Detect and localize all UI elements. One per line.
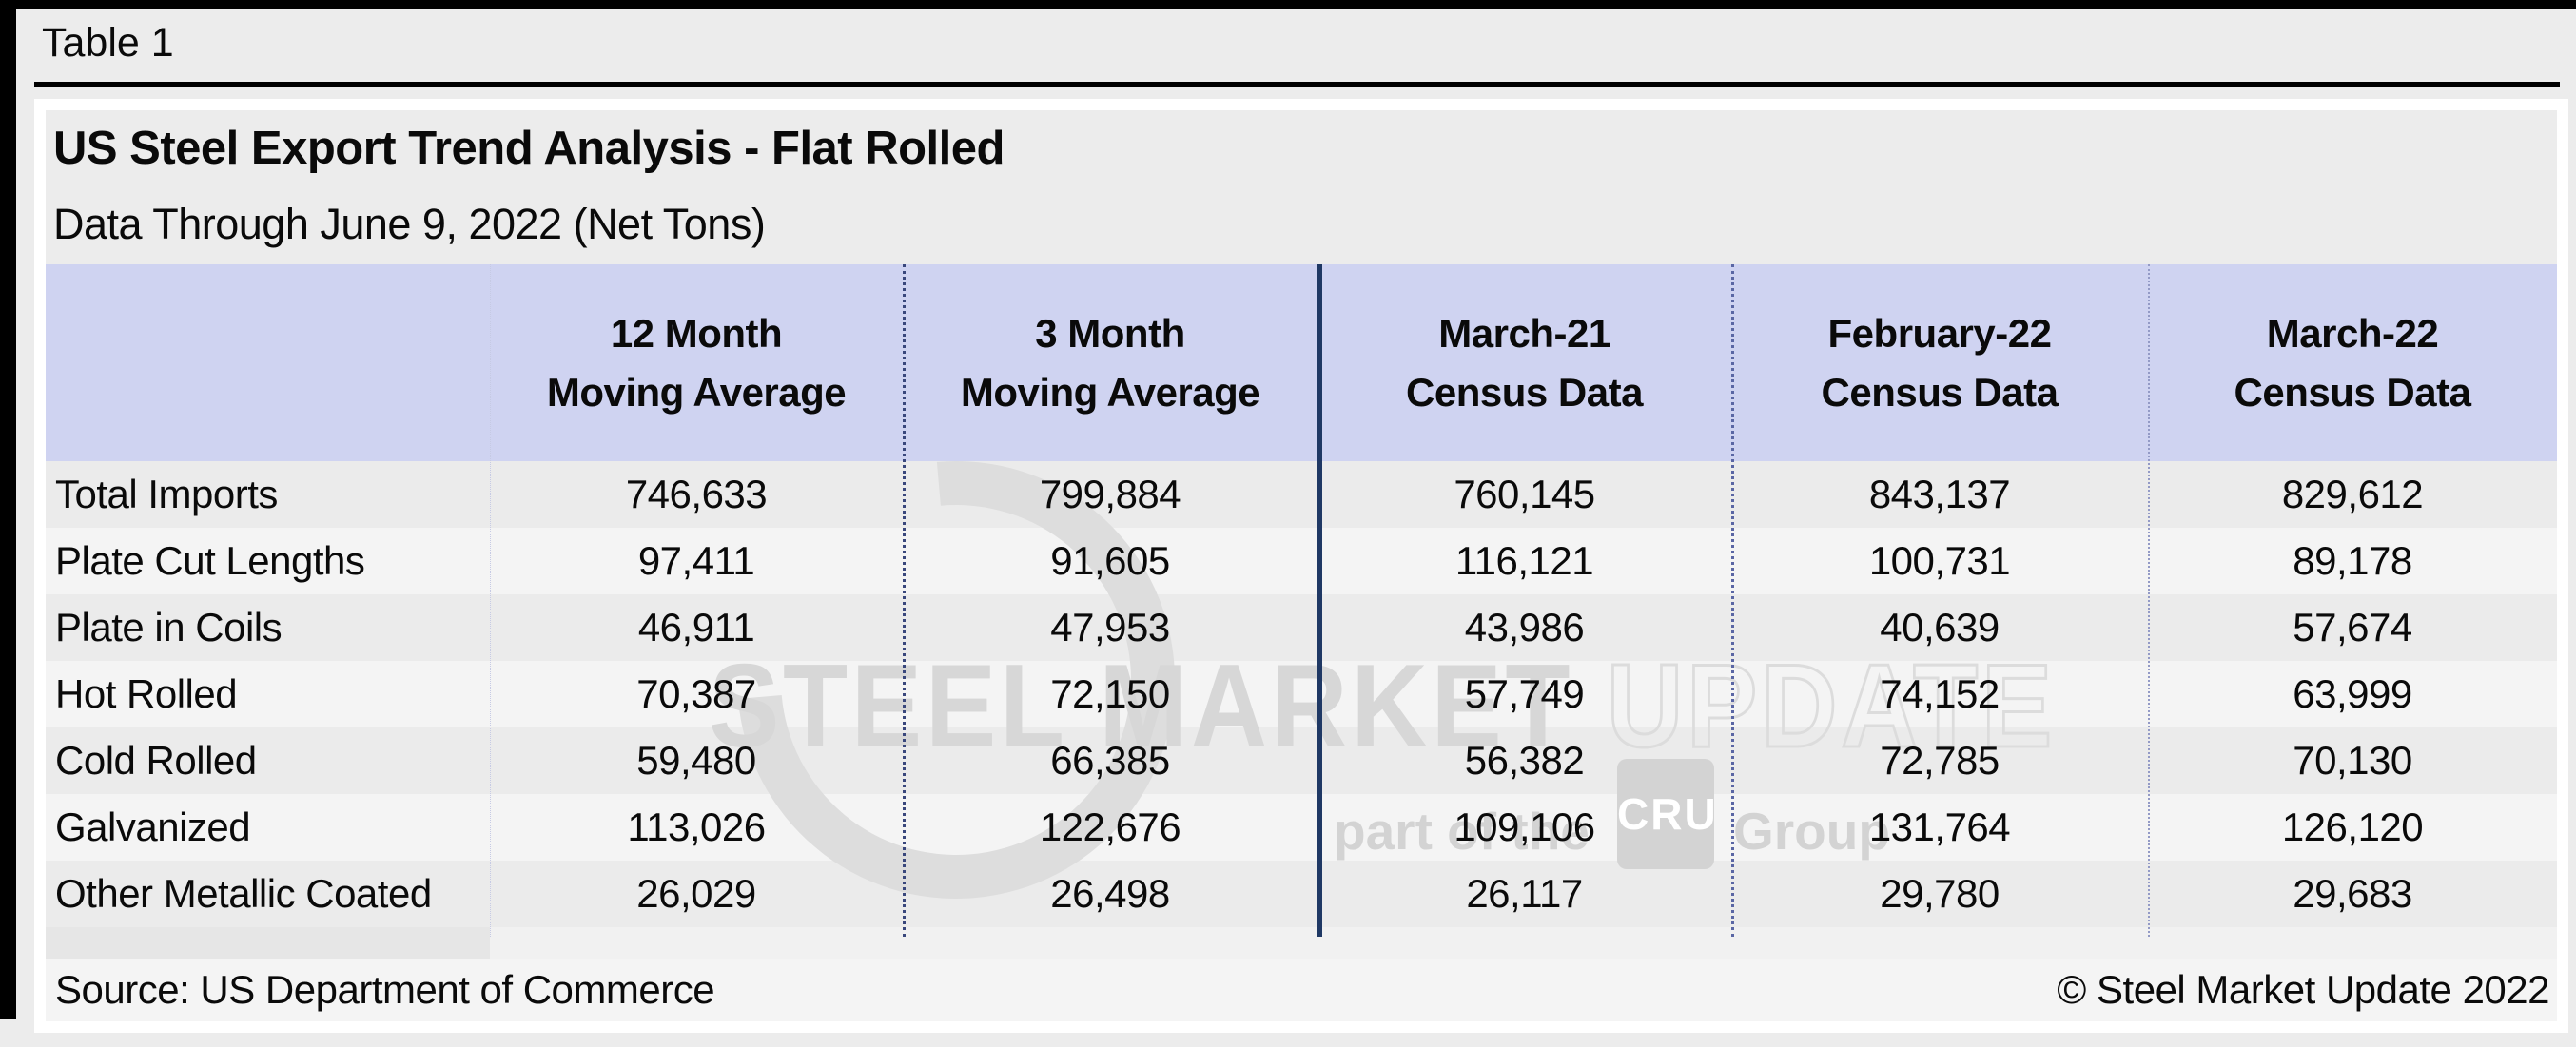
table-underband-left [46, 927, 490, 959]
table-underband-right [490, 927, 2557, 959]
value-cell: 46,911 [637, 605, 755, 650]
value-cell: 109,106 [1454, 805, 1595, 849]
table-number-label: Table 1 [42, 20, 174, 66]
left-edge-bar [0, 0, 16, 1019]
column-header-line2: Moving Average [546, 369, 847, 415]
value-cell: 116,121 [1454, 538, 1594, 583]
value-cell: 29,683 [2293, 871, 2412, 916]
column-header: March-22 Census Data [2148, 264, 2557, 461]
footer-band [46, 959, 2557, 1021]
value-cell: 72,150 [1050, 671, 1170, 716]
column-header: 12 Month Moving Average [490, 264, 903, 461]
column-header-line2: Census Data [2234, 369, 2471, 415]
column-header-line1: 12 Month [610, 310, 783, 356]
column-header-line1: March-22 [2266, 310, 2439, 356]
value-cell: 56,382 [1464, 738, 1585, 783]
row-label-cell: Plate Cut Lengths [55, 538, 365, 583]
value-cell: 97,411 [637, 538, 755, 583]
column-divider [1317, 264, 1322, 937]
column-header-line1: 3 Month [1035, 310, 1185, 356]
table-row-stripe [46, 794, 2557, 861]
value-cell: 63,999 [2293, 671, 2412, 716]
column-divider [1731, 264, 1734, 937]
column-divider [903, 264, 906, 937]
column-header-line2: Census Data [1821, 369, 2059, 415]
table-row-stripe [46, 727, 2557, 794]
value-cell: 43,986 [1464, 605, 1585, 650]
column-header-line2: Census Data [1406, 369, 1643, 415]
source-note: Source: US Department of Commerce [55, 967, 715, 1012]
table-row-stripe [46, 528, 2557, 594]
row-label-cell: Cold Rolled [55, 738, 257, 783]
value-cell: 74,152 [1880, 671, 2000, 716]
value-cell: 89,178 [2293, 538, 2412, 583]
value-cell: 59,480 [636, 738, 756, 783]
value-cell: 66,385 [1050, 738, 1170, 783]
copyright-note: © Steel Market Update 2022 [2057, 967, 2549, 1012]
value-cell: 829,612 [2281, 472, 2424, 516]
value-cell: 40,639 [1880, 605, 2000, 650]
row-label-cell: Other Metallic Coated [55, 871, 432, 916]
column-header-line2: Moving Average [960, 369, 1260, 415]
report-title: US Steel Export Trend Analysis - Flat Ro… [53, 123, 1005, 174]
value-cell: 57,674 [2293, 605, 2412, 650]
value-cell: 70,387 [636, 671, 756, 716]
column-header: February-22 Census Data [1731, 264, 2148, 461]
value-cell: 760,145 [1454, 472, 1595, 516]
value-cell: 57,749 [1464, 671, 1585, 716]
value-cell: 91,605 [1050, 538, 1170, 583]
report-subtitle: Data Through June 9, 2022 (Net Tons) [53, 200, 766, 248]
row-label-cell: Galvanized [55, 805, 251, 849]
value-cell: 131,764 [1868, 805, 2011, 849]
column-header: 3 Month Moving Average [903, 264, 1317, 461]
value-cell: 26,029 [636, 871, 756, 916]
top-edge-bar [0, 0, 2576, 9]
value-cell: 843,137 [1868, 472, 2011, 516]
value-cell: 100,731 [1868, 538, 2011, 583]
value-cell: 72,785 [1880, 738, 2000, 783]
column-divider [2148, 264, 2150, 937]
column-divider [490, 264, 491, 937]
table-row-stripe [46, 661, 2557, 727]
value-cell: 26,117 [1466, 871, 1583, 916]
value-cell: 799,884 [1039, 472, 1181, 516]
column-header: March-21 Census Data [1317, 264, 1731, 461]
value-cell: 26,498 [1050, 871, 1170, 916]
row-label-cell: Plate in Coils [55, 605, 283, 650]
row-label-cell: Hot Rolled [55, 671, 238, 716]
value-cell: 29,780 [1880, 871, 2000, 916]
value-cell: 70,130 [2293, 738, 2412, 783]
value-cell: 746,633 [625, 472, 768, 516]
value-cell: 122,676 [1039, 805, 1181, 849]
row-label-cell: Total Imports [55, 472, 278, 516]
column-header-line1: March-21 [1438, 310, 1610, 356]
table-row-stripe [46, 594, 2557, 661]
header-rule [34, 82, 2560, 87]
table-row-stripe [46, 461, 2557, 528]
table-header-band [46, 264, 2557, 461]
value-cell: 47,953 [1050, 605, 1170, 650]
table-row-stripe [46, 861, 2557, 927]
value-cell: 113,026 [627, 805, 766, 849]
column-header-line1: February-22 [1827, 310, 2052, 356]
value-cell: 126,120 [2281, 805, 2424, 849]
